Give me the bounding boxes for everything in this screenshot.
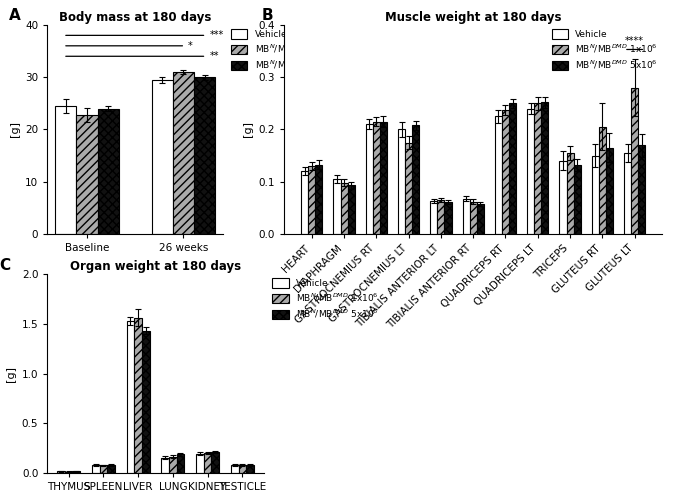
Bar [151,80,173,234]
Bar [176,454,185,473]
Bar [239,465,246,473]
Bar [405,142,412,234]
Bar [430,201,437,234]
Bar [57,471,65,473]
Legend: Vehicle, MB$^N$/MB$^{DMD}$ 1x10$^6$, MB$^N$/MB$^{DMD}$ 5x10$^6$: Vehicle, MB$^N$/MB$^{DMD}$ 1x10$^6$, MB$… [552,29,658,71]
Bar [194,77,215,234]
Bar [135,318,142,473]
Text: B: B [261,8,273,23]
Bar [509,104,516,234]
Bar [97,109,119,234]
Title: Body mass at 180 days: Body mass at 180 days [59,11,212,24]
Text: C: C [0,258,11,273]
Bar [203,453,212,473]
Bar [372,122,380,234]
Bar [470,202,477,234]
Title: Organ weight at 180 days: Organ weight at 180 days [70,260,241,273]
Bar [162,458,169,473]
Y-axis label: [g]: [g] [9,122,20,137]
Bar [541,102,548,234]
Bar [76,115,97,234]
Bar [462,199,470,234]
Bar [107,465,115,473]
Bar [527,109,534,234]
Bar [502,110,509,234]
Bar [566,153,574,234]
Bar [301,171,308,234]
Bar [366,124,372,234]
Bar [599,127,606,234]
Bar [347,185,355,234]
Legend: Vehicle, MB$^N$/MB$^{DMD}$ 1x10$^6$, MB$^N$/MB$^{DMD}$ 5x10$^6$: Vehicle, MB$^N$/MB$^{DMD}$ 1x10$^6$, MB$… [231,29,337,71]
Bar [333,179,341,234]
Bar [444,202,452,234]
Bar [574,165,581,234]
Bar [606,148,613,234]
Text: **: ** [210,51,219,61]
Bar [231,465,239,473]
Y-axis label: [g]: [g] [6,366,16,381]
Bar [196,454,203,473]
Bar [72,471,80,473]
Bar [631,88,638,234]
Y-axis label: [g]: [g] [243,122,253,137]
Bar [246,465,254,473]
Bar [560,161,566,234]
Text: ***: *** [210,30,224,40]
Bar [638,145,646,234]
Text: ****: **** [625,36,644,46]
Bar [92,465,99,473]
Bar [126,321,135,473]
Bar [212,452,219,473]
Bar [398,129,405,234]
Bar [495,117,502,234]
Title: Muscle weight at 180 days: Muscle weight at 180 days [385,11,562,24]
Bar [380,122,387,234]
Legend: Vehicle, MB$^N$/MB$^{DMD}$ 1x10$^6$, MB$^N$/MB$^{DMD}$ 5x10$^6$: Vehicle, MB$^N$/MB$^{DMD}$ 1x10$^6$, MB$… [272,278,379,320]
Bar [624,153,631,234]
Bar [592,156,599,234]
Bar [65,472,72,473]
Bar [99,466,107,473]
Bar [437,200,444,234]
Text: *: * [188,41,193,51]
Bar [315,164,322,234]
Bar [534,104,541,234]
Bar [142,331,149,473]
Bar [55,106,76,234]
Bar [477,204,484,234]
Bar [308,166,315,234]
Bar [341,183,347,234]
Text: A: A [9,8,20,23]
Bar [169,457,176,473]
Bar [173,72,194,234]
Bar [412,125,419,234]
